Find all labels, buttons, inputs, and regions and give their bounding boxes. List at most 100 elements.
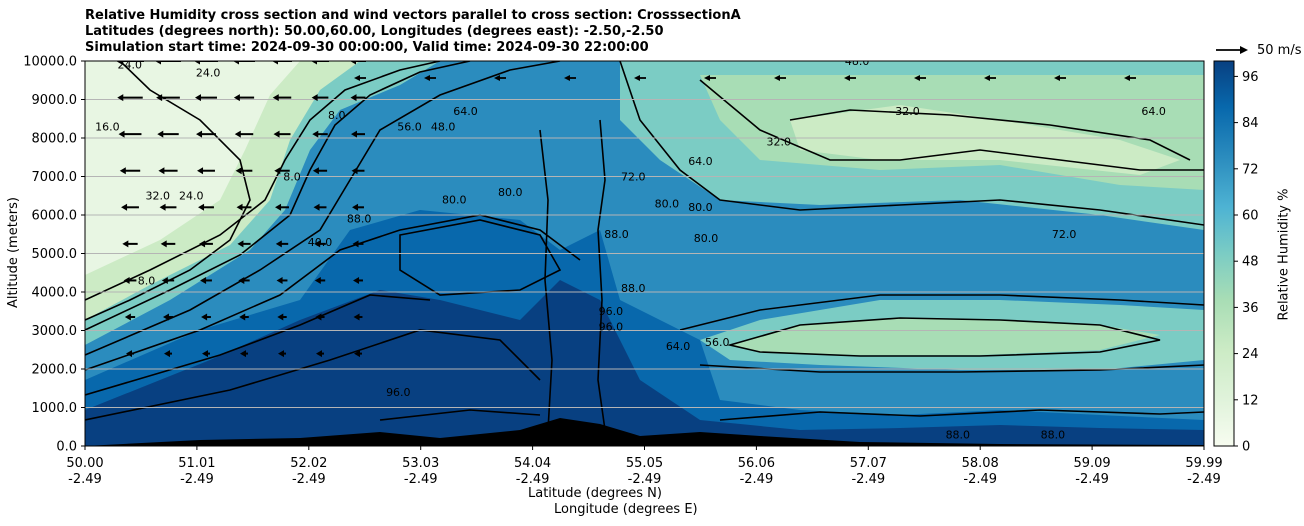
contour-label: 88.0 — [604, 228, 629, 241]
wind-arrow — [121, 203, 139, 211]
colorbar-tick-label: 24 — [1242, 347, 1259, 362]
wind-arrow — [164, 350, 172, 358]
contour-line — [719, 409, 1204, 421]
wind-arrow — [274, 167, 290, 175]
wind-arrow — [198, 203, 214, 211]
wind-arrow — [235, 167, 253, 175]
wind-arrow — [350, 94, 366, 102]
x-tick-label-lon: -2.49 — [1075, 472, 1109, 487]
contour-label: 80.0 — [498, 186, 523, 199]
wind-arrow — [194, 61, 218, 65]
wind-arrow — [844, 75, 856, 81]
wind-arrow — [316, 350, 324, 358]
contour-label: 24.0 — [118, 59, 143, 72]
plot-area: 24.0 24.0 16.0 32.0 24.0 8.0 8.0 40.0 8.0 56.0 48.… — [85, 59, 1204, 446]
wind-arrow — [273, 130, 291, 138]
x-tick-label-lon: -2.49 — [963, 472, 997, 487]
wind-arrow — [162, 313, 174, 321]
colorbar-tick-label: 36 — [1242, 301, 1259, 316]
y-tick-label: 5000.0 — [32, 247, 78, 262]
contour-label: 96.0 — [599, 321, 624, 334]
wind-arrow — [275, 203, 289, 211]
x-tick-label-lon: -2.49 — [68, 472, 102, 487]
contour-line — [85, 329, 541, 421]
wind-arrow — [160, 240, 176, 248]
x-tick-label-lat: 53.03 — [402, 456, 439, 471]
wind-arrow — [233, 61, 255, 65]
wind-arrow — [272, 94, 292, 102]
contour-label: 8.0 — [328, 109, 346, 122]
x-tick-label-lat: 58.08 — [962, 456, 999, 471]
wind-arrow — [119, 167, 141, 175]
x-tick-label-lon: -2.49 — [516, 472, 550, 487]
wind-arrow — [202, 350, 210, 358]
wind-arrow — [353, 313, 363, 321]
x-tick-label-lat: 59.09 — [1073, 456, 1110, 471]
wind-arrow — [155, 61, 181, 65]
wind-arrow — [704, 75, 716, 81]
contour-labels: 24.0 24.0 16.0 32.0 24.0 8.0 8.0 40.0 8.0 56.0 48.… — [95, 59, 1166, 441]
contour-line — [85, 214, 581, 371]
contour-label: 32.0 — [767, 136, 792, 149]
y-axis-label: Altitude (meters) — [5, 197, 21, 308]
contour-label: 8.0 — [283, 170, 301, 183]
colorbar-tick-label: 0 — [1242, 440, 1250, 455]
wind-arrow — [1124, 75, 1136, 81]
wind-arrow — [157, 130, 179, 138]
contour-line — [699, 364, 1204, 373]
wind-arrow — [350, 61, 366, 65]
wind-arrow — [240, 350, 248, 358]
quiver-key-label: 50 m/s — [1257, 43, 1302, 58]
wind-arrow — [354, 75, 366, 81]
wind-arrow — [196, 130, 216, 138]
wind-arrow — [197, 167, 215, 175]
contour-lines — [85, 61, 1204, 431]
wind-arrow — [237, 240, 251, 248]
contour-line — [597, 119, 606, 431]
wind-arrow — [311, 94, 329, 102]
contour-label: 24.0 — [179, 190, 204, 203]
wind-arrow — [494, 75, 506, 81]
contour-line — [699, 79, 1204, 171]
wind-arrow — [424, 75, 436, 81]
wind-arrow — [1054, 75, 1066, 81]
wind-arrow — [161, 276, 175, 284]
contour-label: 56.0 — [705, 336, 730, 349]
wind-arrow — [158, 167, 178, 175]
y-tick-label: 8000.0 — [32, 132, 78, 147]
x-tick-label-lat: 54.04 — [514, 456, 551, 471]
y-tick-label: 10000.0 — [23, 55, 77, 70]
wind-arrow — [234, 130, 254, 138]
wind-arrow — [201, 313, 211, 321]
rh-fill-saturated-core — [85, 280, 1204, 446]
rh-fill-driest-region — [85, 61, 300, 275]
contour-label: 80.0 — [442, 193, 467, 206]
contour-line — [379, 409, 541, 421]
wind-arrow — [236, 203, 252, 211]
wind-arrow — [200, 276, 212, 284]
y-tick-label: 4000.0 — [32, 286, 78, 301]
y-tick-label: 1000.0 — [32, 401, 78, 416]
contour-label: 88.0 — [946, 428, 971, 441]
colorbar-tick-label: 96 — [1242, 70, 1259, 85]
contour-line — [85, 61, 441, 301]
wind-arrow — [314, 240, 326, 248]
wind-arrow — [314, 276, 326, 284]
y-tick-label: 9000.0 — [32, 93, 78, 108]
wind-arrow — [199, 240, 213, 248]
contour-label: 64.0 — [666, 340, 691, 353]
chart-title-line-3: Simulation start time: 2024-09-30 00:00:… — [85, 40, 649, 55]
contour-label: 88.0 — [347, 213, 372, 226]
wind-arrow — [156, 94, 180, 102]
contour-label: 16.0 — [95, 120, 120, 133]
wind-arrow — [159, 203, 177, 211]
wind-arrow — [278, 350, 286, 358]
rh-fill-mid-driest-layer — [730, 318, 1160, 355]
contour-label: 24.0 — [196, 66, 221, 79]
contour-line — [85, 61, 561, 356]
x-tick-label-lon: -2.49 — [740, 472, 774, 487]
quiver-key-arrow — [1216, 46, 1248, 54]
wind-arrow — [311, 61, 329, 65]
wind-arrow — [124, 313, 136, 321]
